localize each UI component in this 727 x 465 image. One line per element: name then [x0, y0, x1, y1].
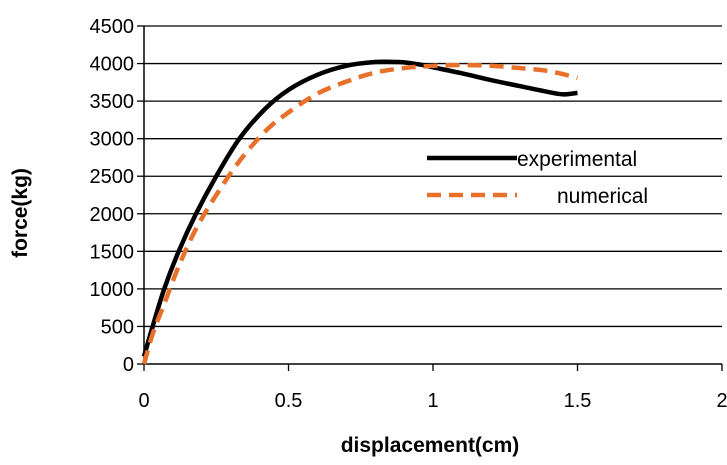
x-tick-label: 1.5 [564, 390, 592, 412]
x-axis-title: displacement(cm) [341, 434, 520, 457]
y-tick-label: 2000 [90, 204, 135, 226]
y-tick-label: 1000 [90, 279, 135, 301]
legend: experimental numerical [427, 148, 648, 208]
y-tick-label: 500 [101, 316, 134, 338]
y-tick-label: 4500 [90, 16, 135, 38]
legend-label-experimental: experimental [517, 148, 637, 171]
x-tick-label: 2 [716, 390, 727, 412]
legend-label-numerical: numerical [557, 185, 648, 208]
y-tick-label: 3500 [90, 91, 135, 113]
series-line-experimental [144, 62, 578, 357]
y-tick-label: 2500 [90, 166, 135, 188]
x-tick-label: 0 [138, 390, 149, 412]
y-tick-label: 1500 [90, 241, 135, 263]
series-lines [144, 62, 578, 364]
y-tick-label: 0 [123, 354, 134, 376]
y-tick-label: 4000 [90, 54, 135, 76]
y-tick-label: 3000 [90, 129, 135, 151]
series-line-numerical [144, 65, 578, 364]
y-axis-title: force(kg) [9, 168, 32, 258]
x-tick-label: 1 [427, 390, 438, 412]
x-tick-label: 0.5 [275, 390, 303, 412]
